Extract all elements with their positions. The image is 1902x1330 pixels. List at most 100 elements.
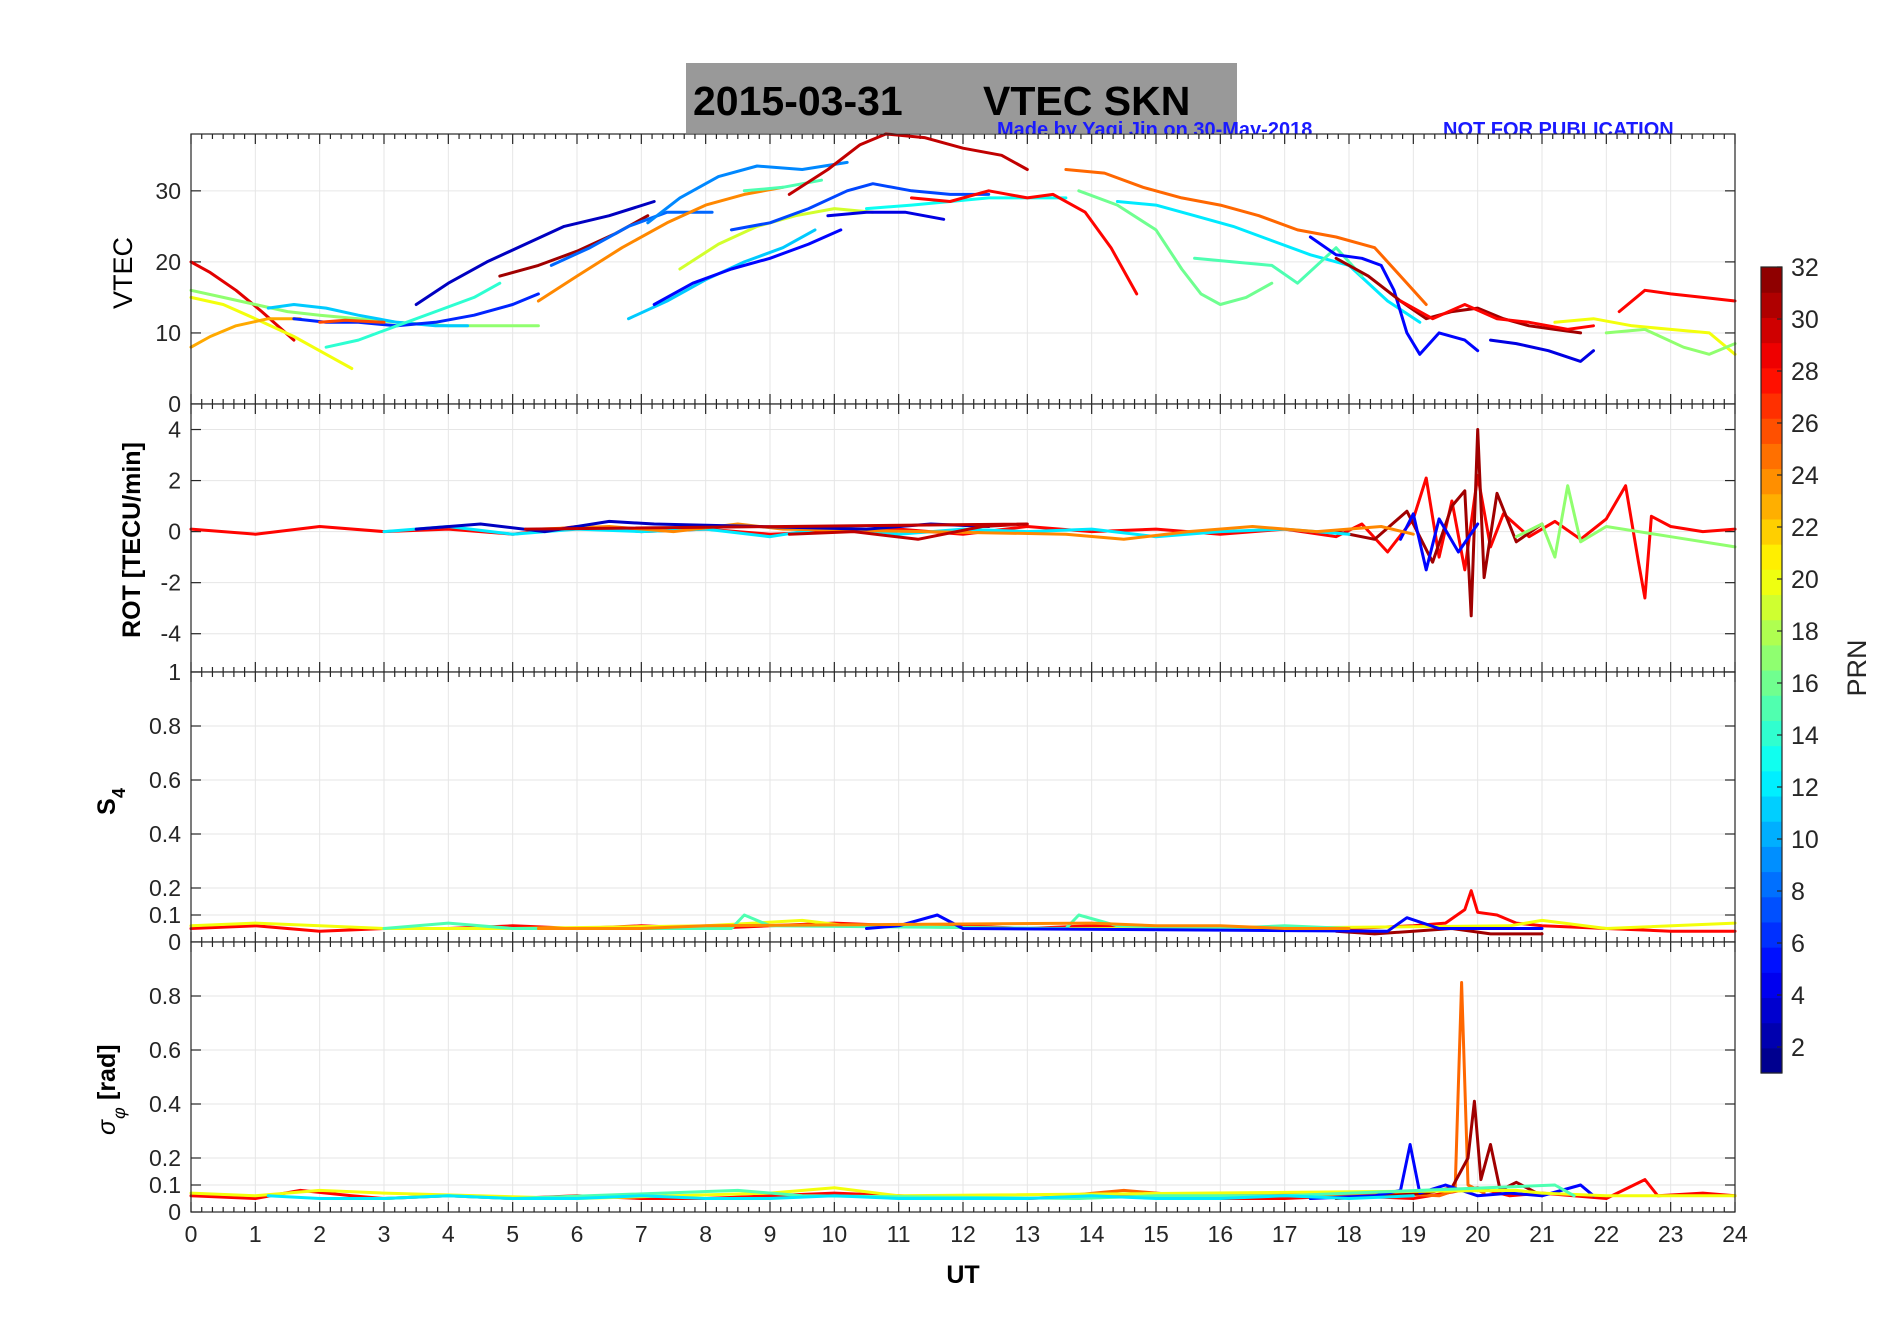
rot-ytick-label: 2 xyxy=(168,468,181,494)
colorbar-segment xyxy=(1761,594,1782,621)
x-tick-label: 4 xyxy=(442,1221,455,1247)
s4-series-prn-24 xyxy=(536,921,1351,930)
vtec-series-prn-9 xyxy=(646,160,849,225)
colorbar-segment xyxy=(1761,1047,1782,1074)
rot-ytick-label: -4 xyxy=(161,621,182,647)
colorbar-segment xyxy=(1761,518,1782,545)
vtec-series-prn-14 xyxy=(324,281,502,349)
colorbar-segment xyxy=(1761,846,1782,873)
vtec-series-prn-20 xyxy=(1553,317,1737,356)
x-tick-label: 20 xyxy=(1465,1221,1491,1247)
vtec-series-prn-15 xyxy=(1193,246,1364,285)
s4-ytick-label: 0 xyxy=(168,929,181,955)
s4-series-prn-20 xyxy=(189,918,1737,930)
sigma_phi-ytick-label: 0.4 xyxy=(149,1091,181,1117)
sigma_phi-ytick-label: 0.8 xyxy=(149,983,181,1009)
vtec-series-prn-11 xyxy=(266,303,470,328)
panel-sigma_phi: 00.10.20.40.60.80 1 2 3 4 5 6 7 8 9 10 11 12 13 14 15 16… xyxy=(149,941,1748,1247)
vtec-series-prn-28 xyxy=(1617,288,1737,314)
colorbar-tick-label: 26 xyxy=(1791,410,1819,438)
x-tick-label: 24 xyxy=(1722,1221,1748,1247)
panel-vtec: 0 10 20 30 xyxy=(155,132,1737,417)
rot-ytick-label: 4 xyxy=(168,417,181,443)
panel-rot: -4 -2 0 2 4 xyxy=(161,403,1737,673)
vtec-series-prn-3 xyxy=(414,200,656,306)
x-tick-label: 1 xyxy=(249,1221,262,1247)
x-tick-label: 5 xyxy=(506,1221,519,1247)
s4-series-prn-5 xyxy=(865,913,1544,933)
vtec-series-prn-28 xyxy=(1399,299,1595,331)
x-tick-label: 17 xyxy=(1272,1221,1298,1247)
vtec-series-prn-17 xyxy=(1604,327,1737,356)
title-box xyxy=(686,63,1237,133)
colorbar-segment xyxy=(1761,745,1782,772)
x-tick-label: 8 xyxy=(699,1221,712,1247)
rot-series-group xyxy=(189,428,1737,618)
s4-ytick-label: 0.1 xyxy=(149,902,181,928)
rot-ytick-label: -2 xyxy=(161,570,181,596)
rot-series-prn-30 xyxy=(524,522,1029,541)
s4-ytick-label: 0.2 xyxy=(149,875,181,901)
colorbar-frame xyxy=(1760,266,1783,1074)
s4-ytick-label: 0.6 xyxy=(149,767,181,793)
s4-ytick-label: 0.4 xyxy=(149,821,181,847)
x-tick-label: 9 xyxy=(764,1221,777,1247)
vtec-series-prn-29 xyxy=(189,260,296,342)
sigma_phi-axes-frame xyxy=(190,941,1736,1213)
rot-series-prn-24 xyxy=(536,522,1415,541)
vtec-ytick-label: 0 xyxy=(168,391,181,417)
colorbar-tick-label: 18 xyxy=(1791,618,1819,646)
colorbar-tick-label: 30 xyxy=(1791,306,1819,334)
colorbar-segment xyxy=(1761,921,1782,948)
x-tick-label: 10 xyxy=(822,1221,848,1247)
x-tick-label: 14 xyxy=(1079,1221,1105,1247)
x-tick-label: 22 xyxy=(1594,1221,1620,1247)
vtec-series-group xyxy=(189,132,1737,370)
vtec-series-prn-23 xyxy=(189,317,302,349)
vtec-series-prn-5 xyxy=(652,228,843,306)
colorbar-tick-label: 4 xyxy=(1791,982,1805,1010)
sigma_phi-ytick-label: 0.1 xyxy=(149,1172,181,1198)
colorbar-segment xyxy=(1761,896,1782,923)
x-tick-label: 19 xyxy=(1401,1221,1427,1247)
vtec-series-prn-8 xyxy=(549,210,714,267)
sigma_phi-series-prn-12 xyxy=(266,1194,1415,1200)
sigma_phi-ytick-label: 0 xyxy=(168,1199,181,1225)
x-tick-label: 6 xyxy=(571,1221,584,1247)
title-text: VTEC SKN xyxy=(983,78,1190,124)
colorbar-segment xyxy=(1761,342,1782,369)
s4-ylabel: S 4 xyxy=(93,788,129,815)
sigma_phi-ytick-label: 0.6 xyxy=(149,1037,181,1063)
colorbar-label: PRN xyxy=(1842,639,1872,696)
x-tick-label: 13 xyxy=(1015,1221,1041,1247)
colorbar-segment xyxy=(1761,367,1782,394)
colorbar-segment xyxy=(1761,997,1782,1024)
colorbar-segment xyxy=(1761,821,1782,847)
vtec-series-prn-28 xyxy=(910,189,1139,296)
vtec-ytick-label: 30 xyxy=(155,178,181,204)
s4-series-group xyxy=(189,889,1737,936)
vtec-series-prn-4 xyxy=(1489,338,1595,363)
rot-series-prn-31 xyxy=(1334,428,1544,618)
colorbar-segment xyxy=(1761,569,1782,596)
x-tick-label: 11 xyxy=(887,1221,911,1247)
rot-series-prn-5 xyxy=(1399,512,1480,572)
s4-ytick-label: 1 xyxy=(168,659,181,685)
colorbar-segment xyxy=(1761,619,1782,646)
vtec-series-prn-30 xyxy=(787,132,1029,196)
colorbar-tick-label: 20 xyxy=(1791,566,1819,594)
colorbar-segment xyxy=(1761,695,1782,721)
colorbar-segment xyxy=(1761,317,1782,344)
s4-ylabel-text: S xyxy=(93,798,121,815)
x-axis-label: UT xyxy=(946,1261,979,1289)
vtec-series-prn-25 xyxy=(1064,168,1428,306)
colorbar-tick-label: 14 xyxy=(1791,722,1819,750)
s4-ytick-label: 0.8 xyxy=(149,713,181,739)
x-tick-label: 21 xyxy=(1529,1221,1555,1247)
sigma-ylabel-unit: [rad] xyxy=(93,1044,121,1100)
colorbar-segment xyxy=(1761,720,1782,747)
colorbar-segment xyxy=(1761,972,1782,999)
x-tick-label: 18 xyxy=(1336,1221,1362,1247)
colorbar-tick-label: 32 xyxy=(1791,254,1819,282)
